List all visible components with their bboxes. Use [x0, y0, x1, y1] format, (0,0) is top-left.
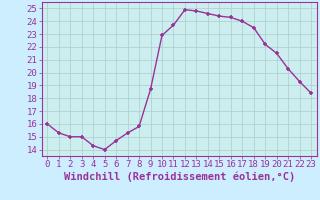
X-axis label: Windchill (Refroidissement éolien,°C): Windchill (Refroidissement éolien,°C): [64, 172, 295, 182]
